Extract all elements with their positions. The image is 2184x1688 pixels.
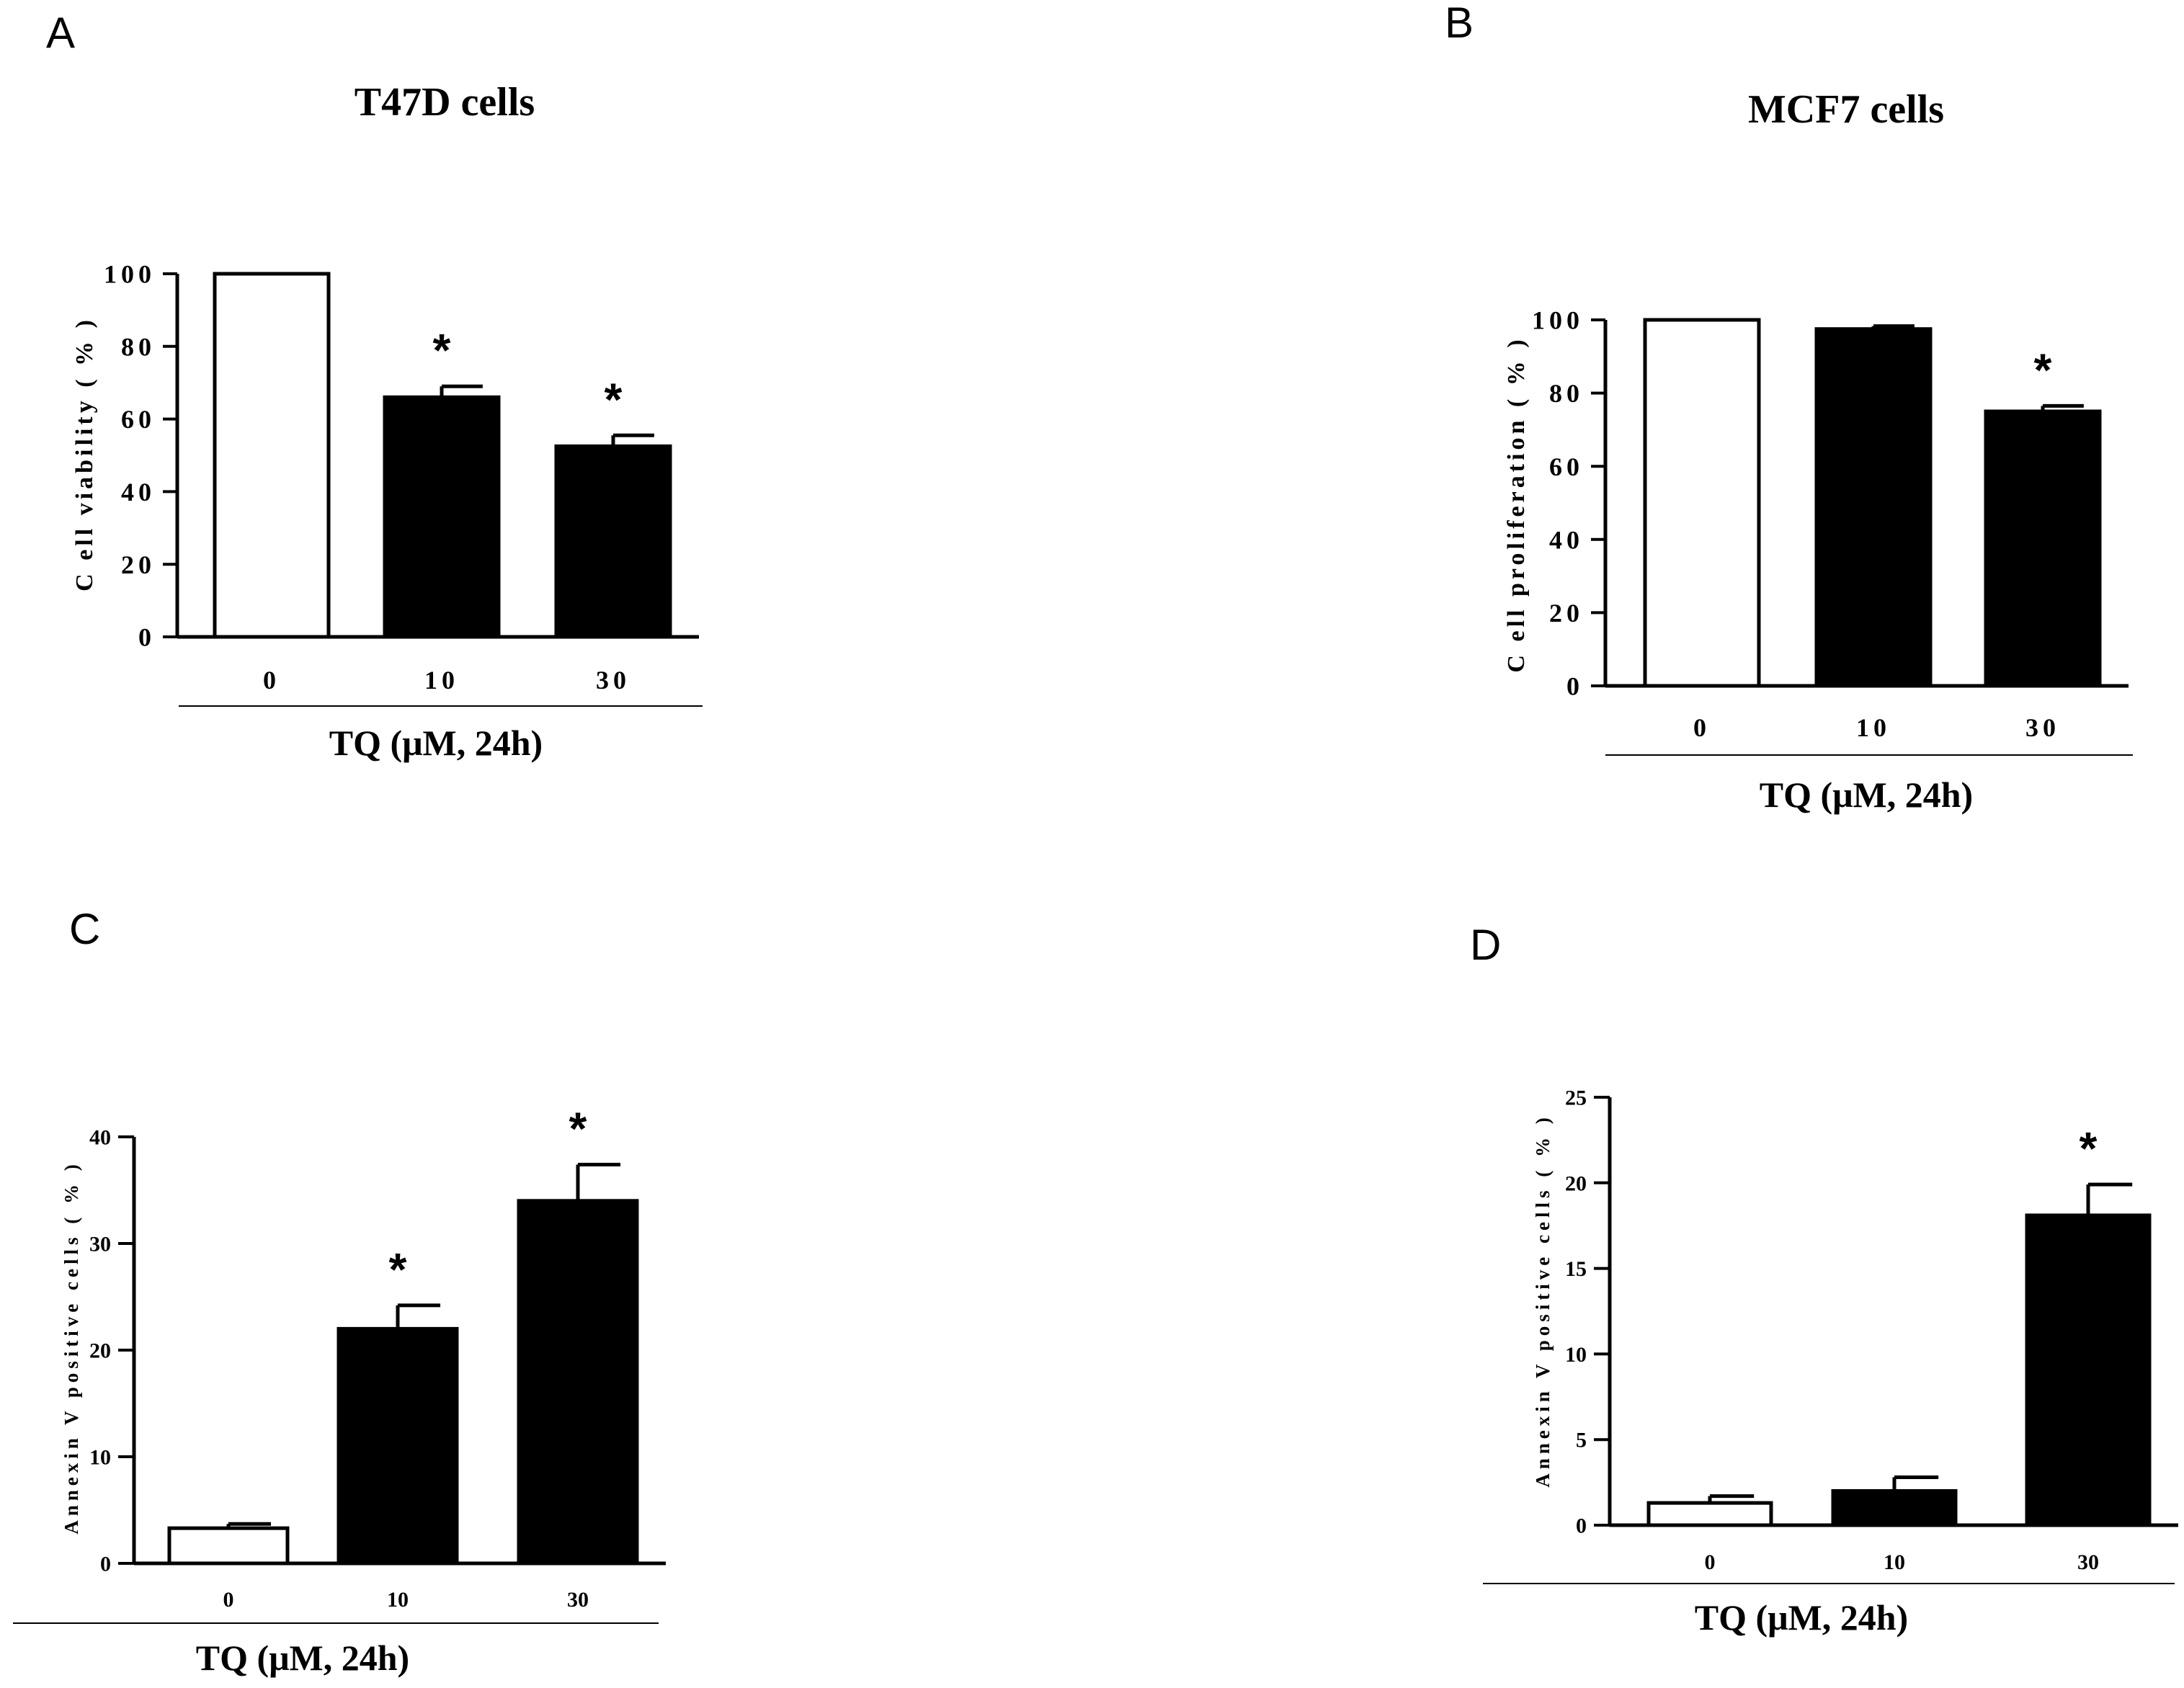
x-tick-label: 30 [2077,1550,2099,1574]
chart-title: T47D cells [355,80,535,125]
x-tick-label: 30 [2025,713,2060,742]
x-tick-label: 10 [387,1588,409,1612]
significance-star: * [2080,1122,2098,1174]
x-tick-label: 30 [567,1588,589,1612]
y-tick-label: 0 [1566,672,1584,701]
x-tick-label: 0 [1705,1550,1716,1574]
significance-star: * [389,1243,407,1295]
y-tick-label: 20 [1565,1171,1587,1195]
y-tick-label: 40 [1549,525,1584,554]
bar-30 [1984,409,2102,688]
panel-letter-a: A [46,9,75,57]
x-tick-label: 0 [223,1588,234,1612]
significance-star: * [2034,344,2052,396]
bar-30 [554,444,672,639]
plot-area-a: 0 20 40 60 80 100 0 10 * 30 * [104,260,699,695]
panel-a: A T47D cells C ell viability ( % ) TQ (μ… [46,9,703,763]
bar-10 [336,1326,459,1566]
y-tick-label: 80 [1549,379,1584,408]
y-axis-label: C ell proliferation ( % ) [1503,336,1530,672]
x-tick-label: 10 [424,666,459,695]
plot-area-d: 0 5 10 15 20 25 0 10 30 * [1565,1086,2178,1574]
x-axis-label: TQ (μM, 24h) [1695,1597,1908,1638]
panel-letter-c: C [69,905,100,953]
y-tick-label: 0 [1576,1514,1587,1538]
panel-letter-d: D [1470,921,1501,969]
y-axis-label: C ell viability ( % ) [71,316,98,591]
y-tick-label: 80 [121,332,156,361]
panel-letter-b: B [1445,0,1474,47]
bar-0 [1643,318,1761,688]
panel-d: D Annexin V positive cells ( % ) TQ (μM,… [1470,921,2178,1638]
y-tick-label: 30 [89,1233,111,1256]
panel-c: C Annexin V positive cells ( % ) TQ (μM,… [13,905,666,1678]
bar-10 [1814,327,1933,688]
x-tick-label: 30 [596,666,630,695]
y-tick-label: 40 [89,1126,111,1150]
y-tick-label: 10 [89,1446,111,1470]
x-axis-label: TQ (μM, 24h) [196,1638,409,1678]
significance-star: * [605,373,623,425]
x-tick-label: 0 [1693,713,1711,742]
bar-30 [517,1199,639,1566]
y-tick-label: 5 [1576,1429,1587,1452]
x-axis-label: TQ (μM, 24h) [1760,774,1973,815]
y-tick-label: 10 [1565,1343,1587,1367]
bar-30 [2025,1213,2152,1527]
y-tick-label: 40 [121,478,156,506]
bar-10 [1831,1488,1958,1527]
bar-0 [1646,1501,1773,1527]
bar-10 [383,395,501,639]
chart-title: MCF7 cells [1748,87,1944,132]
y-tick-label: 20 [121,550,156,579]
y-axis-label: Annexin V positive cells ( % ) [1532,1113,1554,1488]
x-axis-label: TQ (μM, 24h) [329,723,543,763]
y-tick-label: 100 [104,260,156,289]
significance-star: * [433,324,451,376]
x-tick-label: 10 [1856,713,1891,742]
plot-area-c: 0 10 20 30 40 0 10 * 30 * [89,1102,666,1612]
y-tick-label: 0 [100,1553,111,1576]
y-tick-label: 0 [138,623,156,652]
plot-area-b: 0 20 40 60 80 100 0 10 30 * [1532,306,2129,742]
y-tick-label: 15 [1565,1257,1587,1281]
x-tick-label: 10 [1884,1550,1905,1574]
y-tick-label: 100 [1532,306,1584,335]
y-axis-label: Annexin V positive cells ( % ) [61,1160,82,1535]
x-tick-label: 0 [263,666,280,695]
significance-star: * [569,1102,587,1154]
panel-b: B MCF7 cells C ell proliferation ( % ) T… [1445,0,2133,815]
y-tick-label: 60 [1549,452,1584,481]
bar-0 [167,1526,290,1566]
y-tick-label: 20 [89,1339,111,1363]
y-tick-label: 20 [1549,599,1584,628]
y-tick-label: 25 [1565,1086,1587,1110]
y-tick-label: 60 [121,405,156,434]
bar-0 [213,272,331,639]
